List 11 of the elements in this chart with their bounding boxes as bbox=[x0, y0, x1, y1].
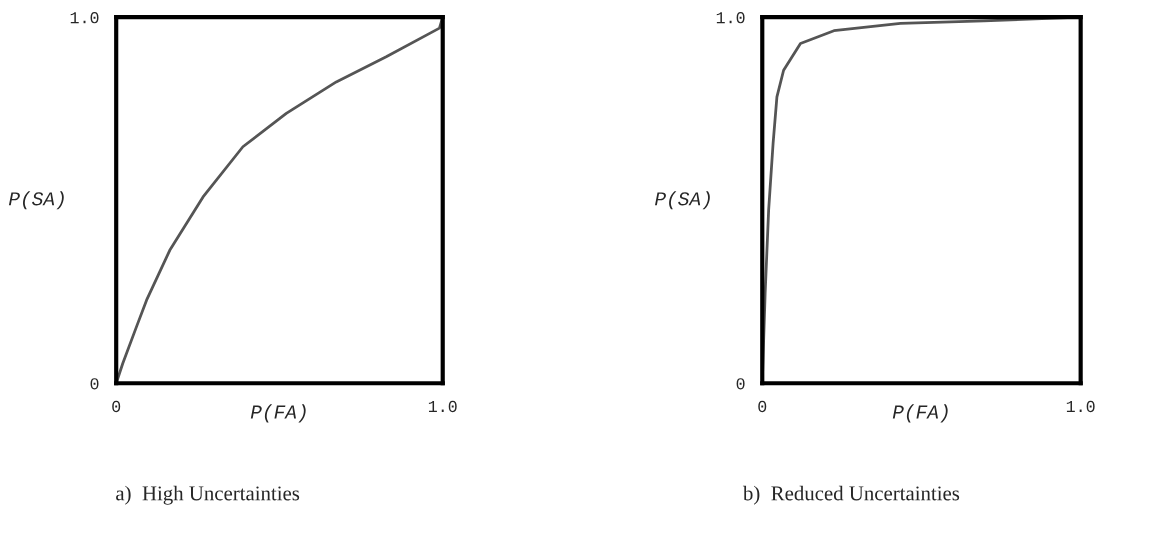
x-tick-label: 0 bbox=[112, 400, 121, 413]
line-series bbox=[116, 17, 443, 384]
x-axis-title: P(FA) bbox=[250, 404, 306, 423]
x-tick-label: 0 bbox=[758, 400, 767, 413]
y-axis-title: P(SA) bbox=[655, 191, 710, 210]
text: b) Reduced Uncertainties bbox=[742, 485, 960, 505]
x-axis-title: P(FA) bbox=[892, 404, 948, 423]
text: a) High Uncertainties bbox=[116, 485, 300, 505]
y-axis-title: P(SA) bbox=[8, 191, 64, 210]
x-tick-label: 1.0 bbox=[428, 400, 457, 413]
x-tick-label: 1.0 bbox=[1066, 400, 1095, 413]
